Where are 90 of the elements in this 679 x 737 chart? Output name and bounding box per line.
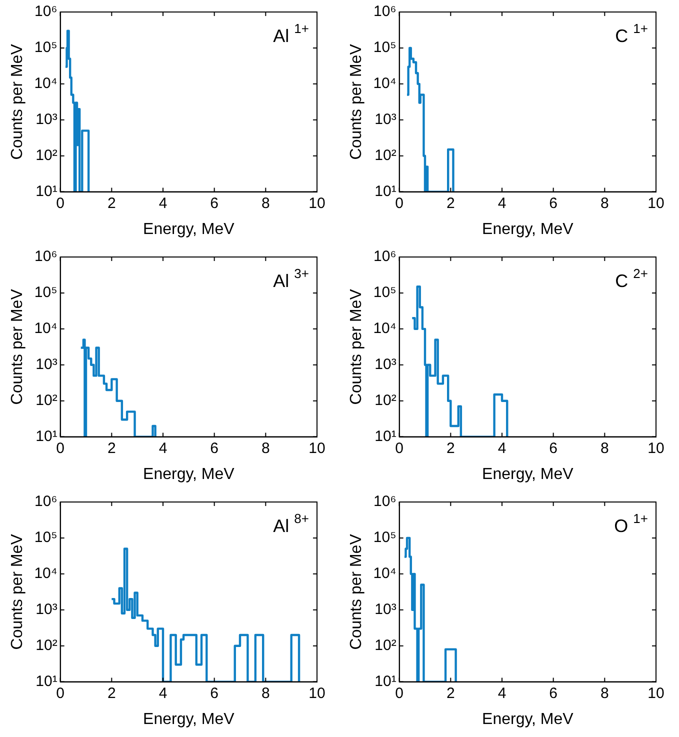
x-axis-title: Energy, MeV [143,466,235,483]
x-tick-label: 4 [158,684,168,702]
x-tick-label: 2 [446,194,455,212]
x-tick-label: 2 [446,440,455,457]
x-tick-label: 8 [600,194,609,212]
y-tick-label: 10² [374,392,396,409]
x-tick-label: 10 [308,684,326,702]
y-tick-label: 10⁴ [34,565,58,582]
x-axis-title: Energy, MeV [143,220,235,238]
y-axis-title: Counts per MeV [348,288,366,405]
x-tick-label: 6 [549,440,558,457]
annotation: Al 1+ [273,21,310,46]
y-axis-title: Counts per MeV [9,288,26,405]
y-tick-label: 10² [36,636,58,654]
x-tick-label: 2 [446,684,455,702]
y-tick-label: 10⁵ [373,39,396,56]
y-tick-label: 10³ [36,111,58,128]
y-tick-label: 10⁶ [373,3,396,20]
y-tick-label: 10⁵ [373,284,396,302]
x-tick-label: 8 [261,440,270,457]
y-tick-label: 10¹ [36,182,58,200]
y-tick-label: 10¹ [36,672,58,690]
x-tick-label: 8 [600,684,609,702]
x-tick-label: 4 [158,440,168,457]
y-tick-label: 10⁴ [373,320,396,338]
x-tick-label: 2 [107,440,116,457]
x-tick-label: 4 [498,440,506,457]
annotation: Al 8+ [273,511,310,536]
x-tick-label: 4 [158,194,168,212]
x-tick-label: 0 [395,440,404,457]
y-tick-label: 10⁵ [34,284,58,302]
y-tick-label: 10³ [36,356,58,374]
x-tick-label: 0 [56,440,64,457]
y-tick-label: 10² [374,636,396,654]
y-tick-label: 10³ [374,356,396,374]
x-tick-label: 0 [56,684,64,702]
y-tick-label: 10² [36,146,58,164]
x-tick-label: 8 [600,440,609,457]
x-tick-label: 6 [210,684,219,702]
y-tick-label: 10¹ [374,672,396,690]
x-tick-label: 10 [648,194,664,212]
y-axis-title: Counts per MeV [348,44,366,160]
x-tick-label: 10 [308,440,326,457]
y-tick-label: 10⁶ [373,248,396,266]
y-tick-label: 10⁵ [34,39,58,56]
y-tick-label: 10⁴ [373,565,396,582]
y-tick-label: 10¹ [374,182,396,200]
annotation: O 1+ [614,511,648,536]
x-tick-label: 0 [395,684,404,702]
x-tick-label: 0 [56,194,64,212]
x-tick-label: 6 [210,440,219,457]
x-tick-label: 10 [648,440,664,457]
y-tick-label: 10⁶ [34,493,58,510]
y-tick-label: 10⁶ [34,248,58,266]
x-tick-label: 10 [308,194,326,212]
y-tick-label: 10⁶ [34,3,58,20]
y-tick-label: 10⁵ [34,529,58,546]
x-tick-label: 6 [549,194,558,212]
x-tick-label: 4 [498,194,506,212]
x-axis-title: Energy, MeV [143,710,235,728]
y-tick-label: 10⁴ [373,75,396,92]
annotation: C 1+ [615,21,648,46]
y-axis-title: Counts per MeV [348,534,366,650]
x-tick-label: 2 [107,684,116,702]
x-tick-label: 8 [261,194,270,212]
x-axis-title: Energy, MeV [482,220,574,238]
y-tick-label: 10³ [374,111,396,128]
annotation: Al 3+ [273,266,310,291]
annotation: C 2+ [615,266,648,291]
y-tick-label: 10³ [36,601,58,618]
x-tick-label: 0 [395,194,404,212]
y-tick-label: 10⁵ [373,529,396,546]
y-axis-title: Counts per MeV [9,44,26,160]
x-tick-label: 4 [498,684,506,702]
x-tick-label: 8 [261,684,270,702]
y-tick-label: 10² [36,392,58,409]
y-axis-title: Counts per MeV [9,534,26,650]
x-axis-title: Energy, MeV [482,466,574,483]
y-tick-label: 10⁴ [34,75,58,92]
y-tick-label: 10¹ [374,428,396,445]
y-tick-label: 10⁶ [373,493,396,510]
x-tick-label: 2 [107,194,116,212]
y-tick-label: 10¹ [36,428,58,445]
y-tick-label: 10³ [374,601,396,618]
y-tick-label: 10⁴ [34,320,58,338]
x-tick-label: 6 [210,194,219,212]
y-tick-label: 10² [374,146,396,164]
x-tick-label: 10 [648,684,664,702]
x-axis-title: Energy, MeV [482,710,574,728]
x-tick-label: 6 [549,684,558,702]
